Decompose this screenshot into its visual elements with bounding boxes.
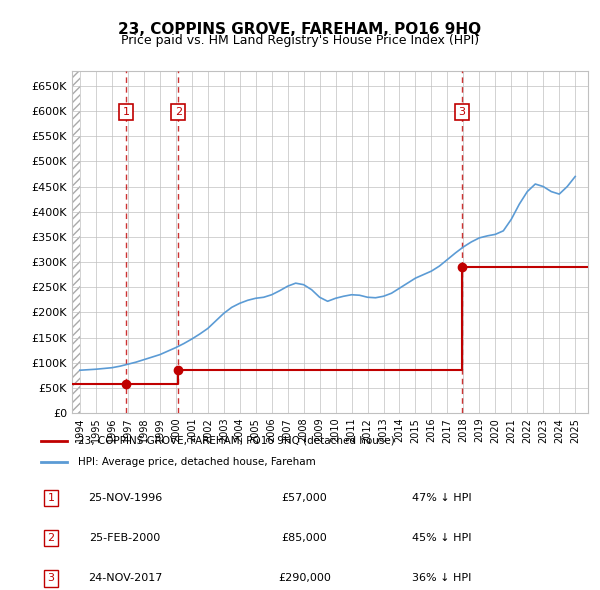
Text: 25-NOV-1996: 25-NOV-1996	[88, 493, 162, 503]
Text: £290,000: £290,000	[278, 573, 331, 583]
Bar	[72, 71, 80, 413]
Text: 36% ↓ HPI: 36% ↓ HPI	[412, 573, 472, 583]
Text: 1: 1	[123, 107, 130, 117]
Text: 3: 3	[47, 573, 55, 583]
Text: £85,000: £85,000	[281, 533, 328, 543]
Text: Price paid vs. HM Land Registry's House Price Index (HPI): Price paid vs. HM Land Registry's House …	[121, 34, 479, 47]
Text: £57,000: £57,000	[281, 493, 328, 503]
Text: 2: 2	[47, 533, 55, 543]
Text: 23, COPPINS GROVE, FAREHAM, PO16 9HQ: 23, COPPINS GROVE, FAREHAM, PO16 9HQ	[118, 22, 482, 37]
Text: 3: 3	[458, 107, 465, 117]
Text: 25-FEB-2000: 25-FEB-2000	[89, 533, 161, 543]
Text: HPI: Average price, detached house, Fareham: HPI: Average price, detached house, Fare…	[77, 457, 315, 467]
Text: 45% ↓ HPI: 45% ↓ HPI	[412, 533, 472, 543]
Text: 1: 1	[47, 493, 55, 503]
Text: 2: 2	[175, 107, 182, 117]
Text: 23, COPPINS GROVE, FAREHAM, PO16 9HQ (detached house): 23, COPPINS GROVE, FAREHAM, PO16 9HQ (de…	[77, 436, 394, 446]
Text: 47% ↓ HPI: 47% ↓ HPI	[412, 493, 472, 503]
Text: 24-NOV-2017: 24-NOV-2017	[88, 573, 162, 583]
